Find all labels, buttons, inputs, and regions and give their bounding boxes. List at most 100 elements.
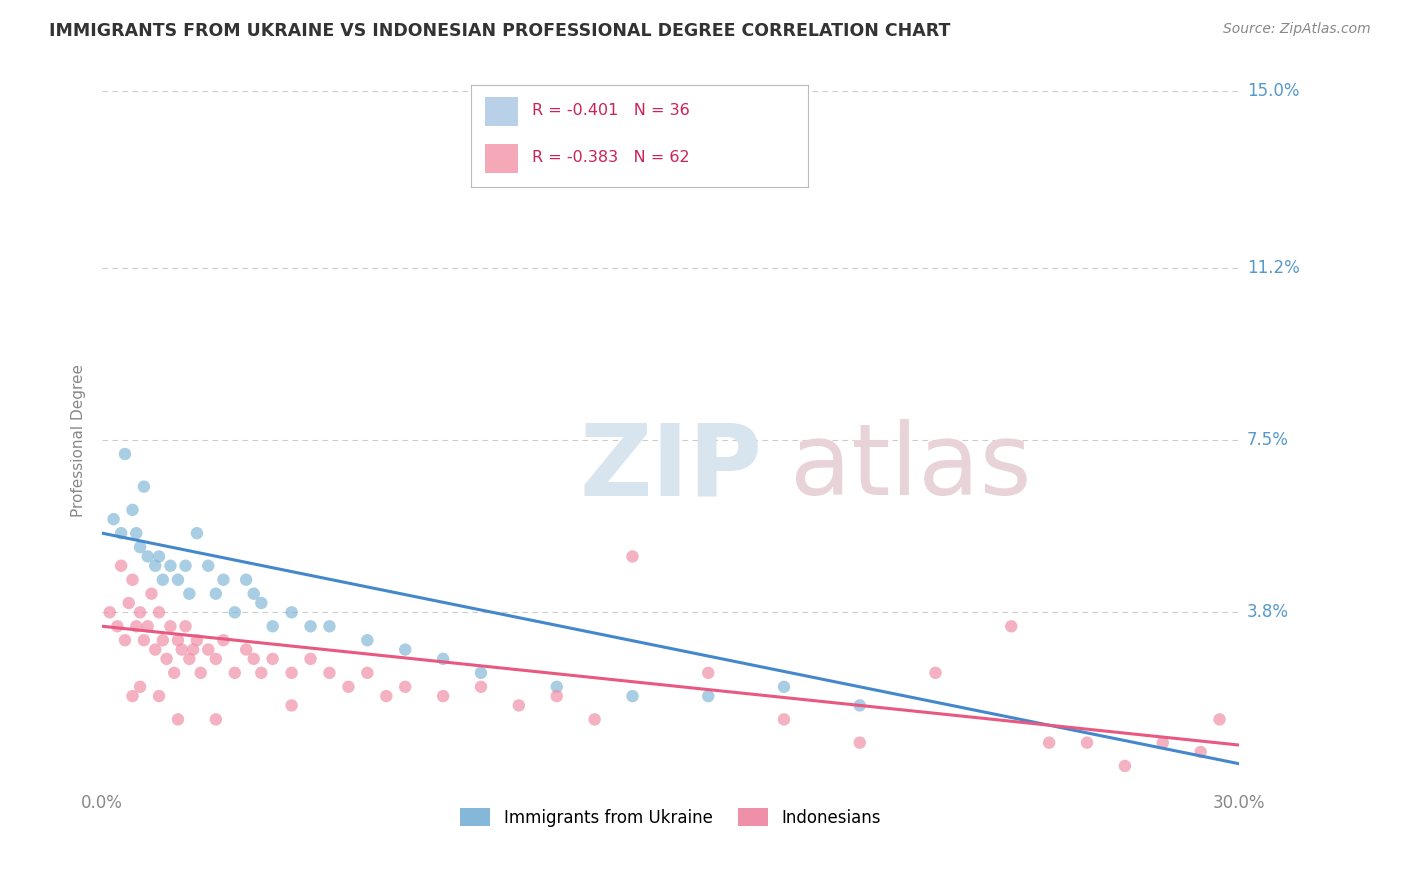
Point bbox=[136, 619, 159, 633]
Text: ZIP: ZIP bbox=[579, 419, 762, 516]
Point bbox=[159, 558, 181, 573]
Point bbox=[148, 605, 170, 619]
Point bbox=[337, 680, 360, 694]
Point bbox=[235, 573, 257, 587]
Point bbox=[212, 633, 235, 648]
FancyBboxPatch shape bbox=[485, 145, 519, 173]
Point bbox=[924, 665, 946, 680]
Text: 15.0%: 15.0% bbox=[1247, 82, 1299, 100]
Point bbox=[163, 665, 186, 680]
Point bbox=[141, 587, 163, 601]
Point bbox=[262, 619, 284, 633]
Point bbox=[1189, 745, 1212, 759]
Point bbox=[773, 712, 796, 726]
Point bbox=[1208, 712, 1230, 726]
Point bbox=[546, 689, 568, 703]
Text: 7.5%: 7.5% bbox=[1247, 431, 1289, 449]
Point bbox=[1038, 736, 1060, 750]
Point bbox=[224, 605, 246, 619]
Point bbox=[318, 619, 340, 633]
Point bbox=[432, 689, 454, 703]
Point bbox=[186, 633, 208, 648]
Point bbox=[280, 605, 302, 619]
Point bbox=[110, 558, 132, 573]
Point bbox=[1152, 736, 1174, 750]
Point bbox=[179, 652, 201, 666]
Point bbox=[621, 689, 644, 703]
Point bbox=[394, 642, 416, 657]
Point bbox=[121, 689, 143, 703]
Point bbox=[470, 665, 492, 680]
Point bbox=[205, 587, 228, 601]
Point bbox=[167, 573, 190, 587]
Point bbox=[205, 712, 228, 726]
Point bbox=[110, 526, 132, 541]
Text: 11.2%: 11.2% bbox=[1247, 259, 1299, 277]
Point bbox=[125, 619, 148, 633]
Point bbox=[1076, 736, 1098, 750]
Point bbox=[1000, 619, 1022, 633]
Point bbox=[152, 633, 174, 648]
Point bbox=[174, 619, 197, 633]
Point bbox=[280, 665, 302, 680]
Text: R = -0.383   N = 62: R = -0.383 N = 62 bbox=[531, 150, 689, 165]
Point bbox=[262, 652, 284, 666]
Point bbox=[103, 512, 125, 526]
Point bbox=[621, 549, 644, 564]
Point bbox=[394, 680, 416, 694]
Point bbox=[848, 736, 870, 750]
Text: Source: ZipAtlas.com: Source: ZipAtlas.com bbox=[1223, 22, 1371, 37]
Point bbox=[143, 558, 166, 573]
Point bbox=[148, 549, 170, 564]
Point bbox=[129, 540, 152, 554]
Point bbox=[318, 665, 340, 680]
Point bbox=[132, 633, 155, 648]
Point bbox=[143, 642, 166, 657]
Point bbox=[1114, 759, 1136, 773]
Point bbox=[152, 573, 174, 587]
Point bbox=[250, 665, 273, 680]
Text: 3.8%: 3.8% bbox=[1247, 603, 1289, 622]
Point bbox=[197, 558, 219, 573]
Point bbox=[250, 596, 273, 610]
Point bbox=[375, 689, 398, 703]
Point bbox=[155, 652, 177, 666]
Point bbox=[114, 633, 136, 648]
Point bbox=[98, 605, 121, 619]
Point bbox=[114, 447, 136, 461]
Point bbox=[186, 526, 208, 541]
Point bbox=[121, 503, 143, 517]
Point bbox=[148, 689, 170, 703]
Point bbox=[197, 642, 219, 657]
Y-axis label: Professional Degree: Professional Degree bbox=[72, 364, 86, 516]
Point bbox=[105, 619, 128, 633]
Point bbox=[174, 558, 197, 573]
Point bbox=[470, 680, 492, 694]
Point bbox=[132, 480, 155, 494]
Point bbox=[235, 642, 257, 657]
Text: R = -0.401   N = 36: R = -0.401 N = 36 bbox=[531, 103, 689, 118]
Point bbox=[121, 573, 143, 587]
Point bbox=[432, 652, 454, 666]
Text: atlas: atlas bbox=[790, 419, 1032, 516]
Point bbox=[190, 665, 212, 680]
Point bbox=[179, 587, 201, 601]
Point bbox=[356, 633, 378, 648]
Point bbox=[242, 652, 264, 666]
Point bbox=[299, 652, 322, 666]
Point bbox=[773, 680, 796, 694]
Point bbox=[848, 698, 870, 713]
Point bbox=[125, 526, 148, 541]
Point bbox=[170, 642, 193, 657]
Point bbox=[167, 633, 190, 648]
Point bbox=[356, 665, 378, 680]
Point bbox=[129, 680, 152, 694]
FancyBboxPatch shape bbox=[485, 97, 519, 126]
Point bbox=[583, 712, 606, 726]
Point bbox=[546, 680, 568, 694]
Text: IMMIGRANTS FROM UKRAINE VS INDONESIAN PROFESSIONAL DEGREE CORRELATION CHART: IMMIGRANTS FROM UKRAINE VS INDONESIAN PR… bbox=[49, 22, 950, 40]
Point bbox=[167, 712, 190, 726]
Point bbox=[299, 619, 322, 633]
Point bbox=[697, 665, 720, 680]
Point bbox=[508, 698, 530, 713]
